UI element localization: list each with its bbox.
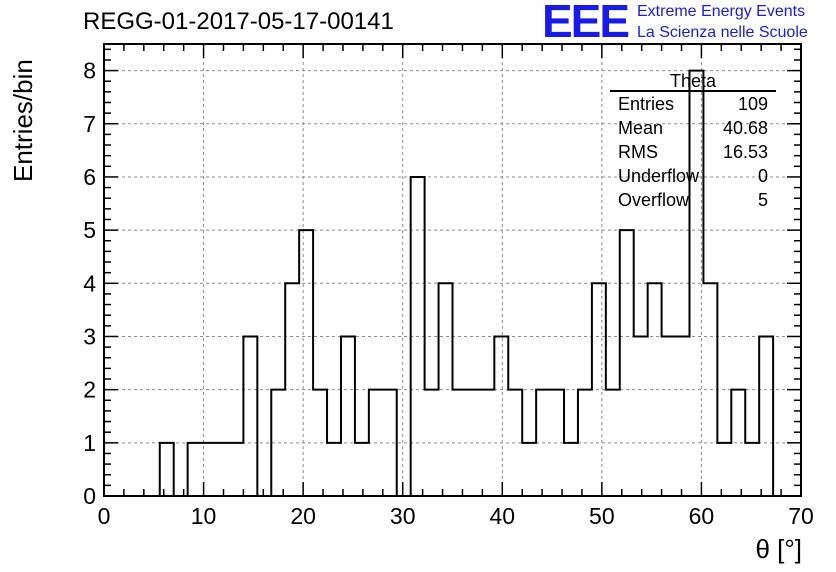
plot-frame <box>103 43 802 497</box>
histogram-outline <box>104 69 775 497</box>
x-tick-label: 0 <box>98 503 111 529</box>
logo-line-2: La Scienza nelle Scuole <box>637 24 808 41</box>
stats-title: Theta <box>610 72 776 92</box>
eee-logo: EEE <box>542 0 630 47</box>
stats-label: Overflow <box>618 190 690 210</box>
x-tick-label: 30 <box>390 503 416 529</box>
x-tick-label: 60 <box>689 503 715 529</box>
stats-label: Entries <box>618 94 675 114</box>
stats-row: Mean 40.68 <box>610 116 776 140</box>
stats-value: 5 <box>757 190 768 210</box>
y-tick-label: 7 <box>83 111 96 137</box>
stats-box: Theta Entries 109 Mean 40.68 RMS 16.53 U… <box>610 72 776 212</box>
y-tick-label: 8 <box>83 58 96 84</box>
chart-title: REGG-01-2017-05-17-00141 <box>83 8 394 35</box>
x-tick-label: 10 <box>191 503 217 529</box>
x-tick-label: 50 <box>589 503 615 529</box>
y-tick-label: 3 <box>83 323 96 349</box>
y-tick-label: 1 <box>83 430 96 456</box>
stats-row: Underflow 0 <box>610 164 776 188</box>
stats-label: Mean <box>618 118 664 138</box>
y-tick-label: 2 <box>83 377 96 403</box>
stats-row: RMS 16.53 <box>610 140 776 164</box>
logo-line-1: Extreme Energy Events <box>637 3 806 20</box>
stats-value: 109 <box>737 94 768 114</box>
stats-row: Overflow 5 <box>610 188 776 212</box>
y-tick-label: 5 <box>83 217 96 243</box>
stats-value: 40.68 <box>722 118 768 138</box>
stats-label: Underflow <box>618 166 700 186</box>
stats-row: Entries 109 <box>610 92 776 116</box>
stats-label: RMS <box>618 142 658 162</box>
x-tick-label: 40 <box>489 503 515 529</box>
y-axis-label: Entries/bin <box>8 59 38 182</box>
x-tick-label: 20 <box>290 503 316 529</box>
x-tick-label: 70 <box>788 503 814 529</box>
y-tick-label: 0 <box>83 483 96 509</box>
y-tick-label: 6 <box>83 164 96 190</box>
y-tick-label: 4 <box>83 270 96 296</box>
axis-ticks <box>103 44 802 497</box>
x-axis-label: θ [°] <box>755 534 802 564</box>
stats-value: 0 <box>757 166 768 186</box>
stats-value: 16.53 <box>722 142 768 162</box>
